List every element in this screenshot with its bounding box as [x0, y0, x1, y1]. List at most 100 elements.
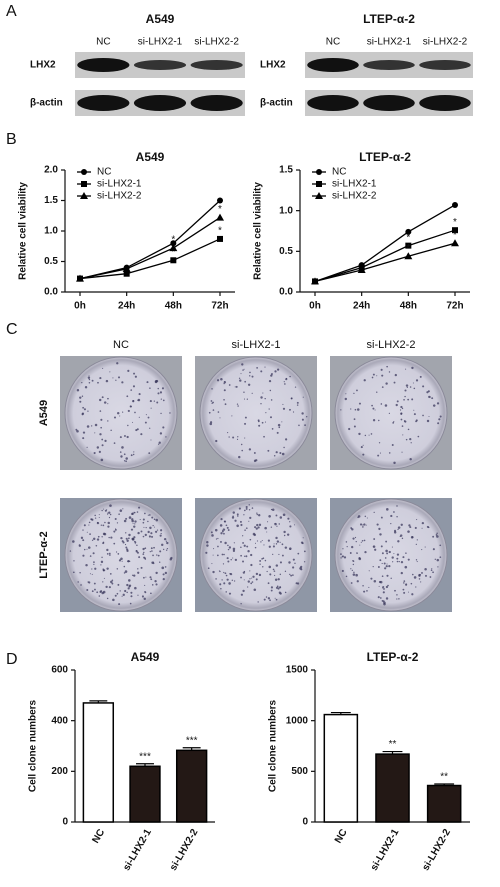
colony-dot: [215, 439, 218, 443]
colony-dot: [248, 504, 250, 506]
colony-dot: [263, 598, 266, 601]
colony-dot: [400, 405, 403, 409]
colony-dot: [107, 397, 109, 400]
colony-dot: [214, 528, 218, 532]
colony-dot: [88, 521, 91, 524]
colony-dot: [379, 533, 382, 536]
colony-dot: [127, 559, 130, 563]
colony-dot: [275, 586, 278, 589]
colony-dot: [225, 574, 228, 577]
colony-dot: [81, 395, 84, 397]
colony-dot: [383, 562, 386, 565]
colony-dot: [244, 416, 247, 419]
colony-dot: [217, 411, 220, 413]
colony-dot: [115, 379, 117, 381]
blot-band: [363, 95, 415, 111]
colony-dot: [100, 524, 102, 526]
colony-dot: [243, 391, 245, 393]
colony-dot: [249, 375, 251, 377]
colony-dot: [407, 428, 410, 431]
colony-dot: [155, 571, 158, 575]
colony-dot: [125, 460, 127, 463]
colony-dot: [417, 435, 420, 438]
x-tick-label: NC: [333, 827, 350, 845]
y-tick-label: 1500: [286, 665, 309, 676]
colony-dot: [121, 595, 123, 597]
row-label: β-actin: [260, 98, 293, 109]
colony-dot: [144, 558, 147, 560]
point: [311, 277, 319, 285]
significance: *: [218, 204, 222, 215]
colony-dot: [125, 457, 128, 460]
colony-dot: [378, 585, 380, 587]
colony-dot: [393, 553, 395, 555]
colony-dot: [386, 508, 389, 511]
colony-dot: [301, 418, 304, 421]
dish: [64, 498, 178, 612]
colony-dot: [439, 556, 442, 558]
colony-dot: [411, 366, 414, 370]
colony-dot: [144, 584, 146, 587]
colony-dot: [256, 366, 259, 369]
bar: [82, 702, 115, 823]
colony-dot: [151, 535, 154, 538]
colony-dot: [142, 521, 145, 524]
colony-dot: [270, 399, 273, 401]
colony-dot: [353, 418, 356, 421]
colony-dot: [269, 599, 271, 602]
colony-dot: [386, 563, 388, 565]
colony-dot: [84, 386, 88, 389]
point: [122, 264, 131, 272]
colony-dot: [81, 413, 84, 416]
colony-dot: [123, 460, 126, 462]
colony-dot: [119, 509, 123, 512]
blot-band: [419, 60, 471, 70]
colony-dot: [251, 375, 254, 378]
colony-dot: [93, 563, 95, 565]
colony-dot: [396, 505, 398, 507]
colony-dot: [413, 413, 416, 416]
colony-dot: [116, 362, 119, 365]
colony-dot: [151, 550, 153, 552]
colony-dot: [249, 371, 251, 374]
colony-dot: [144, 512, 146, 515]
colony-dot: [149, 550, 151, 553]
colony-dot: [398, 560, 400, 563]
series-line: [314, 229, 456, 283]
colony-dot: [392, 421, 395, 424]
x-tick-label: 72h: [446, 301, 463, 312]
colony-dot: [224, 381, 226, 383]
x-tick-label: si-LHX2-1: [121, 827, 154, 873]
colony-dot: [424, 568, 427, 571]
colony-dot: [223, 398, 225, 401]
colony-dot: [282, 407, 286, 410]
colony-dot: [240, 554, 242, 557]
colony-dot: [159, 391, 163, 394]
colony-dot: [211, 402, 213, 404]
colony-dot: [223, 582, 226, 585]
colony-dot: [276, 368, 280, 371]
colony-dot: [144, 421, 147, 424]
colony-dot: [91, 590, 94, 593]
colony-dot: [301, 542, 304, 545]
colony-dot: [129, 602, 132, 605]
colony-dot: [275, 598, 278, 601]
colony-dot: [93, 451, 96, 455]
colony-dot: [85, 563, 88, 567]
colony-dot: [144, 533, 147, 537]
colony-dot: [228, 436, 230, 438]
colony-dot: [279, 561, 283, 564]
colony-dot: [363, 379, 366, 382]
colony-dot: [377, 596, 380, 599]
colony-dot: [278, 553, 280, 556]
colony-dot: [161, 566, 165, 570]
colony-dot: [108, 554, 111, 556]
colony-dot: [132, 453, 135, 456]
colony-dot: [162, 399, 165, 402]
colony-dot: [413, 576, 417, 579]
colony-dot: [245, 507, 248, 510]
colony-dot: [240, 603, 242, 605]
colony-dot: [416, 539, 418, 541]
colony-dot: [284, 570, 287, 572]
colony-dot: [128, 516, 132, 519]
